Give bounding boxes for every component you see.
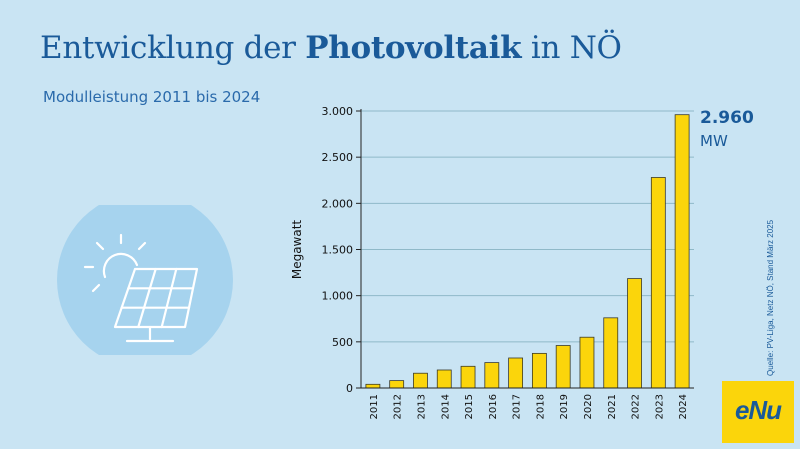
x-tick-label-2011: 2011 <box>369 394 380 419</box>
logo-text: eNu <box>734 395 782 425</box>
x-tick-label-2013: 2013 <box>416 394 427 419</box>
x-tick-label-2017: 2017 <box>512 394 523 419</box>
y-tick-label: 2.000 <box>322 197 354 210</box>
bar-2014 <box>436 369 452 389</box>
source-note: Quelle: PV-Liga, Netz NÖ, Stand März 202… <box>766 219 775 376</box>
bar-2019 <box>555 345 571 389</box>
title-part-2: in NÖ <box>521 30 622 66</box>
bar-2013 <box>413 372 428 389</box>
y-tick-label: 2.500 <box>322 151 354 164</box>
x-tick-label-2022: 2022 <box>631 394 642 419</box>
enu-logo: eNu <box>722 381 794 443</box>
axes: 0 500 1.000 1.500 2.000 2.500 3.000 2011 2012 201… <box>322 105 694 419</box>
x-tick-label-2012: 2012 <box>393 394 404 419</box>
bar-2024 <box>674 114 690 389</box>
page-title: Entwicklung der Photovoltaik in NÖ <box>40 30 622 66</box>
x-tick-label-2019: 2019 <box>559 394 570 419</box>
y-axis-label: Megawatt <box>290 220 304 280</box>
x-tick-label-2018: 2018 <box>535 394 546 419</box>
bar-2018 <box>531 352 547 389</box>
bar-2012 <box>389 380 405 389</box>
bar-2015 <box>460 365 476 389</box>
y-tick-label: 1.500 <box>322 244 354 257</box>
bar-2011 <box>365 383 381 389</box>
x-tick-label-2014: 2014 <box>440 394 451 419</box>
y-tick-label: 1.000 <box>322 290 354 303</box>
y-tick-label: 0 <box>346 382 353 395</box>
x-tick-label-2024: 2024 <box>678 394 689 419</box>
bar-2016 <box>484 362 500 389</box>
x-tick-label-2023: 2023 <box>654 394 665 419</box>
page-subtitle: Modulleistung 2011 bis 2024 <box>43 88 261 106</box>
bar-2020 <box>579 336 595 389</box>
grid-lines <box>361 110 694 343</box>
y-tick-label: 3.000 <box>322 105 354 118</box>
y-tick-label: 500 <box>332 336 353 349</box>
title-part-1: Entwicklung der <box>40 30 306 66</box>
x-tick-label-2015: 2015 <box>464 394 475 419</box>
bar-2021 <box>603 317 619 389</box>
peak-unit: MW <box>700 132 728 150</box>
peak-value: 2.960 <box>700 108 754 128</box>
x-tick-label-2020: 2020 <box>583 394 594 419</box>
bar-2022 <box>627 278 642 389</box>
title-bold: Photovoltaik <box>305 30 522 66</box>
x-tick-label-2021: 2021 <box>607 394 618 419</box>
bar-2017 <box>508 357 524 389</box>
bars <box>365 114 690 389</box>
solar-panel-with-sun-icon <box>57 192 233 368</box>
x-tick-label-2016: 2016 <box>488 394 499 419</box>
bar-2023 <box>650 177 666 389</box>
